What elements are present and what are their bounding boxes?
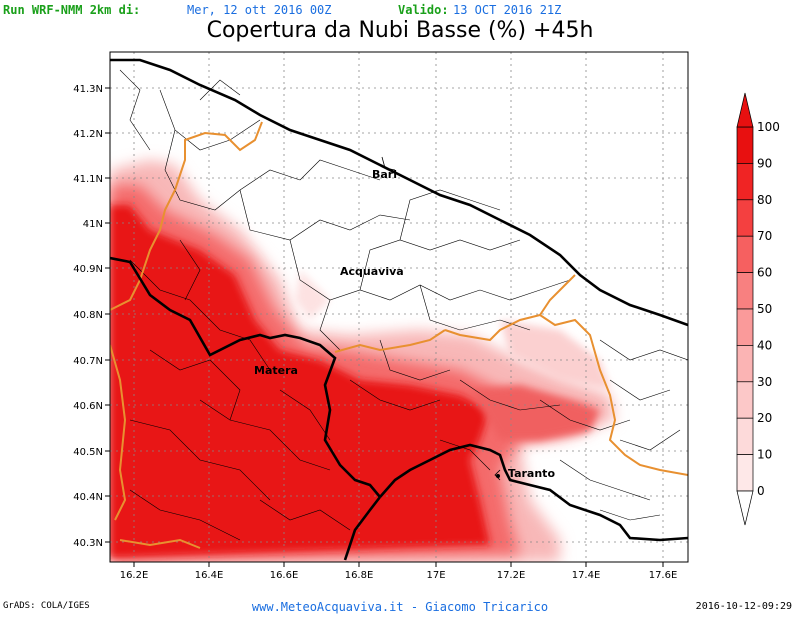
colorbar-segment (736, 417, 754, 455)
lat-tick-label: 41.1N (73, 174, 103, 185)
lon-tick-label: 17E (426, 570, 445, 581)
colorbar-label: 90 (757, 156, 772, 170)
valid-label: Valido: (398, 3, 449, 17)
timestamp: 2016-10-12-09:29 (695, 601, 792, 612)
valid-date: 13 OCT 2016 21Z (453, 3, 562, 17)
lon-tick-label: 17.4E (572, 570, 601, 581)
run-label: Run WRF-NMM 2km di: (3, 3, 141, 17)
lat-tick-label: 40.8N (73, 310, 103, 321)
run-date: Mer, 12 ott 2016 00Z (187, 3, 332, 17)
coastline (110, 58, 688, 561)
coastline-secondary (381, 156, 501, 481)
city-label-taranto: Taranto (508, 467, 555, 480)
lon-tick-label: 16.4E (195, 570, 224, 581)
colorbar-segment (736, 199, 754, 237)
lat-tick-label: 40.7N (73, 356, 103, 367)
colorbar-upper-arrow (736, 92, 754, 128)
lon-tick-label: 17.2E (497, 570, 526, 581)
colorbar-lower-arrow (736, 490, 754, 526)
lon-tick-label: 16.8E (345, 570, 374, 581)
city-label-bari: Bari (372, 168, 397, 181)
city-label-acquaviva: Acquaviva (340, 265, 404, 278)
map-title: Copertura da Nubi Basse (%) +45h (206, 18, 594, 43)
city-marker-taranto (496, 474, 500, 478)
lat-tick-label: 40.4N (73, 492, 103, 503)
colorbar-segment (736, 454, 754, 492)
colorbar-segment (736, 308, 754, 346)
lat-tick-label: 40.5N (73, 447, 103, 458)
colorbar-segment (736, 235, 754, 273)
lat-tick-label: 41N (83, 219, 103, 230)
colorbar-label: 80 (757, 193, 772, 207)
lat-tick-label: 40.3N (73, 538, 103, 549)
colorbar-label: 30 (757, 375, 772, 389)
colorbar-label: 0 (757, 484, 765, 498)
lon-tick-label: 17.6E (649, 570, 678, 581)
colorbar-label: 50 (757, 302, 772, 316)
grads-credit: GrADS: COLA/IGES (3, 601, 90, 611)
municipal-boundaries (119, 69, 688, 541)
colorbar-segment (736, 345, 754, 383)
axis-ticks (105, 87, 664, 567)
city-label-matera: Matera (254, 364, 298, 377)
colorbar-segment (736, 272, 754, 310)
colorbar-segment (736, 381, 754, 419)
colorbar-label: 20 (757, 411, 772, 425)
colorbar-label: 100 (757, 120, 780, 134)
lat-tick-label: 41.3N (73, 84, 103, 95)
graticule (110, 52, 688, 562)
lat-tick-label: 41.2N (73, 129, 103, 140)
site-credit: www.MeteoAcquaviva.it - Giacomo Tricaric… (251, 600, 549, 614)
longitude-labels: 16.2E 16.4E 16.6E 16.8E 17E 17.2E 17.4E … (120, 570, 678, 581)
lon-tick-label: 16.2E (120, 570, 149, 581)
city-labels: Bari Acquaviva Matera Taranto (254, 168, 555, 480)
colorbar-label: 10 (757, 448, 772, 462)
colorbar-label: 60 (757, 266, 772, 280)
latitude-labels: 41.3N 41.2N 41.1N 41N 40.9N 40.8N 40.7N … (73, 84, 103, 549)
colorbar-segment (736, 163, 754, 201)
lon-tick-label: 16.6E (270, 570, 299, 581)
colorbar-label: 70 (757, 229, 772, 243)
colorbar-segment (736, 126, 754, 164)
regional-boundaries (110, 121, 688, 549)
lat-tick-label: 40.6N (73, 401, 103, 412)
colorbar-label: 40 (757, 338, 772, 352)
lat-tick-label: 40.9N (73, 264, 103, 275)
map-frame (109, 51, 689, 563)
